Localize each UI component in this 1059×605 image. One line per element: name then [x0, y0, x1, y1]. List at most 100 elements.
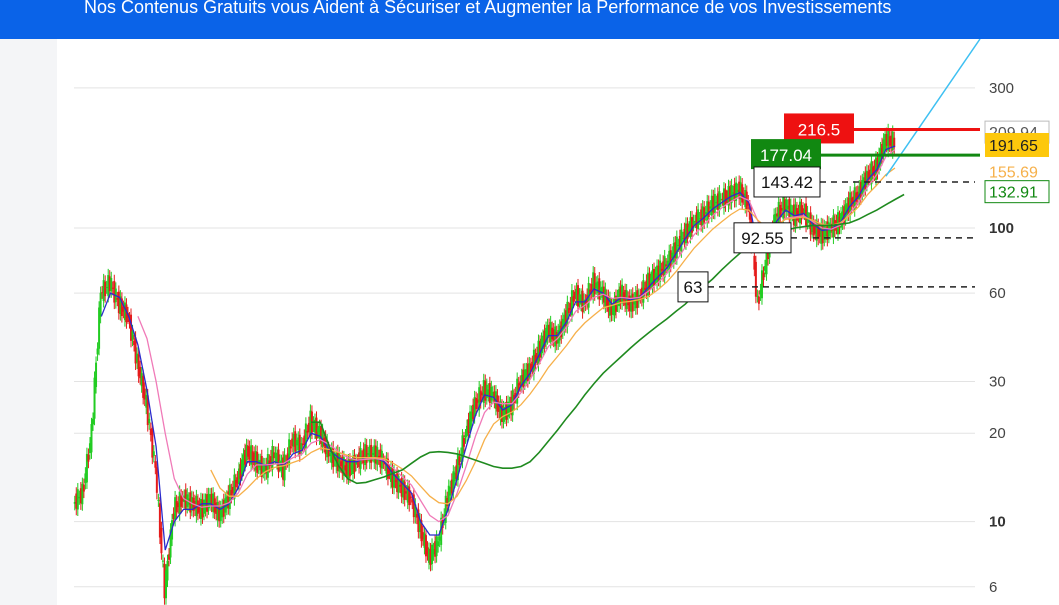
candle-body [881, 143, 884, 159]
candle-body [151, 427, 154, 458]
candle-body [850, 197, 853, 207]
candle-body [843, 206, 846, 224]
candle-body [98, 307, 101, 349]
candle-body [800, 205, 803, 218]
candle-body [683, 228, 686, 243]
candle-body [476, 399, 479, 403]
candle-body [414, 504, 417, 518]
candle-body [762, 272, 765, 280]
candle-body [830, 223, 833, 232]
candle-body [440, 517, 443, 545]
candle-body [244, 449, 247, 465]
candle-body [245, 444, 248, 461]
candle-body [75, 493, 78, 509]
candle-body [426, 547, 429, 555]
candle-body [345, 461, 348, 478]
y-tick-label: 20 [989, 425, 1006, 442]
candle-body [242, 454, 245, 470]
candle-body [681, 237, 684, 239]
price-tag [984, 180, 1050, 204]
candle-body [508, 402, 511, 412]
candle-body [487, 389, 490, 395]
candle-body [721, 198, 724, 200]
level-label: 216.5 [798, 120, 841, 139]
candle-body [417, 509, 420, 532]
candle-body [493, 391, 496, 402]
candle-body [846, 203, 849, 215]
candle-body [350, 464, 353, 469]
candle-body [729, 186, 732, 203]
candle-body [225, 496, 228, 509]
candle-body [362, 448, 365, 464]
candle-body [491, 391, 494, 398]
candle-body [657, 265, 660, 280]
candle-body [134, 337, 137, 364]
candle-body [330, 448, 333, 464]
price-chart: 300 100 60 30 20 10 6 216.5 177.04 143.42 92.55 63… [73, 39, 1050, 605]
promo-banner[interactable]: Nos Contenus Gratuits vous Aident à Sécu… [0, 0, 1059, 39]
candle-body [437, 541, 440, 547]
candle-body [365, 445, 368, 463]
candle-body [221, 504, 224, 518]
candle-body [274, 452, 277, 458]
candle-body [818, 228, 821, 237]
candle-body [748, 206, 751, 220]
candle-body [271, 446, 274, 470]
candle-body [674, 242, 677, 258]
candle-body [760, 270, 763, 299]
candle-body [887, 130, 890, 151]
candle-body [342, 457, 345, 476]
candle-body [473, 397, 476, 418]
candle-body [578, 294, 581, 302]
candle-body [812, 221, 815, 236]
candle-body [555, 331, 558, 344]
candle-body [306, 430, 309, 433]
candle-body [551, 327, 554, 340]
candle-body [893, 137, 896, 148]
candle-body [584, 300, 587, 305]
candle-body [215, 502, 218, 514]
candle-body [368, 445, 371, 463]
candle-body [396, 473, 399, 492]
candle-body [146, 395, 149, 426]
candle-body [596, 281, 599, 293]
candle-body [730, 185, 733, 204]
candle-body [689, 217, 692, 237]
candle-body [250, 445, 253, 465]
candle-body [891, 131, 894, 153]
candle-body [577, 285, 580, 307]
candle-body [292, 433, 295, 447]
candle-body [196, 500, 199, 514]
y-tick-label: 300 [989, 80, 1014, 97]
candle-body [301, 443, 304, 446]
candle-body [429, 549, 432, 565]
price-tag [985, 160, 1049, 183]
candle-body [164, 570, 167, 599]
candle-body [643, 287, 646, 291]
candle-body [715, 201, 718, 204]
candle-body [619, 286, 622, 303]
candle-body [678, 235, 681, 250]
level-label: 63 [684, 278, 703, 297]
candle-body [295, 439, 298, 446]
candle-body [662, 261, 665, 276]
candle-body [432, 549, 435, 555]
candle-body [686, 223, 689, 240]
level-box [677, 271, 709, 303]
candle-body [405, 491, 408, 494]
candle-body [313, 419, 316, 433]
candle-body [219, 506, 222, 521]
candle-body [564, 310, 567, 327]
candle-body [105, 287, 108, 289]
promo-banner-text: Nos Contenus Gratuits vous Aident à Sécu… [84, 0, 892, 17]
candle-body [394, 480, 397, 482]
candle-body [490, 387, 493, 401]
candle-body [811, 220, 814, 233]
candle-body [826, 221, 829, 240]
candle-body [847, 197, 850, 215]
candle-body [181, 497, 184, 502]
candle-body [409, 496, 412, 499]
candle-body [93, 377, 96, 419]
candle-body [399, 484, 402, 487]
